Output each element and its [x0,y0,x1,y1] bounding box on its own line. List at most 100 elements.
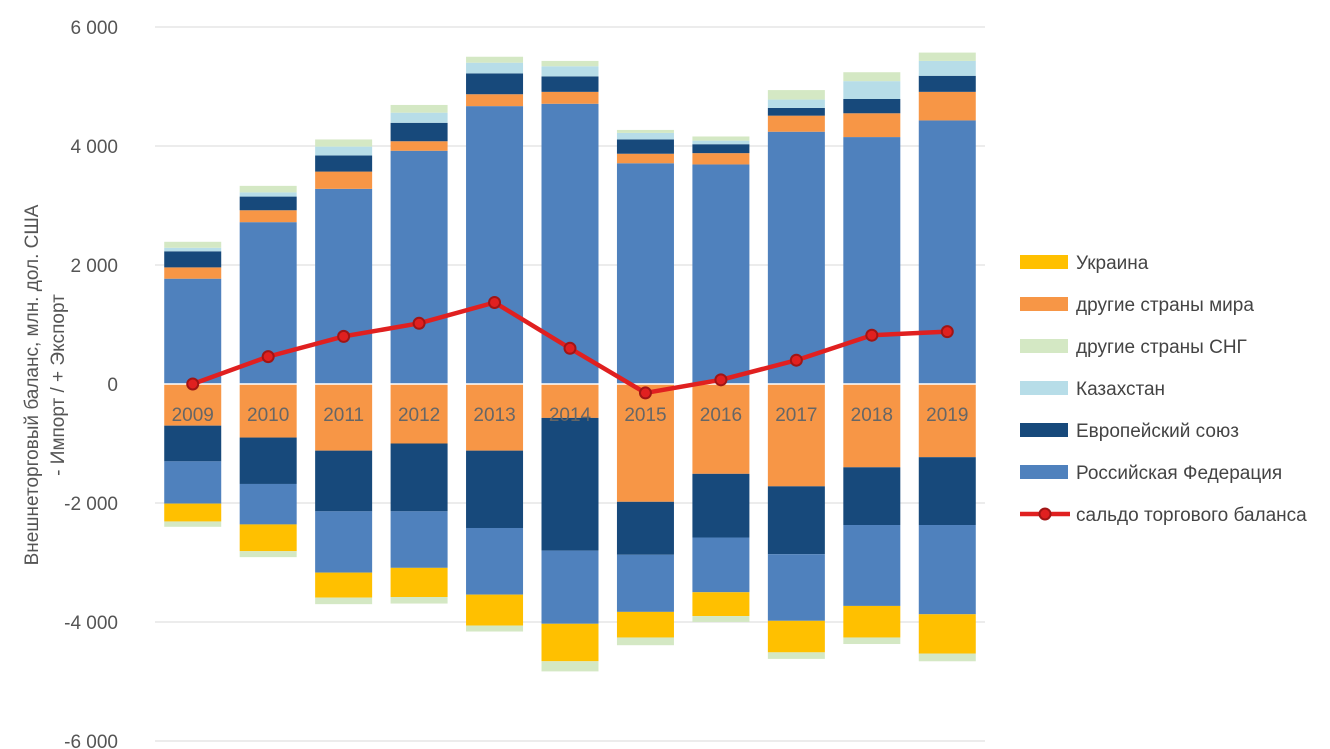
bar-segment-export [843,113,901,138]
balance-point [563,341,577,355]
y-tick-label: 6 000 [70,18,118,39]
bar-segment-import [843,605,901,638]
x-tick-label: 2010 [247,405,289,426]
bar-segment-import [918,525,976,615]
legend: Украина другие страны мира другие страны С… [1020,253,1307,526]
bar-segment-export [315,146,373,156]
bar-segment-import [616,554,674,612]
bar-segment-export [616,153,674,164]
bar-segment-export [616,129,674,133]
bar-segment-import [541,417,599,551]
bar-segment-export [692,153,750,165]
bar-segment-export [541,66,599,77]
x-tick-label: 2015 [624,405,666,426]
bar-segment-export [767,99,825,108]
bar-segment-import [315,572,373,598]
bar-segment-import [390,384,448,444]
balance-point [488,295,502,309]
balance-point [714,373,728,387]
y-axis-label: Внешнеторговый баланс, млн. дол. США [22,204,43,565]
x-tick-label: 2013 [473,405,515,426]
bar-segment-export [390,104,448,113]
legend-label: Европейский союз [1076,421,1239,442]
bar-segment-export [692,136,750,141]
y-axis-ticks: 6 000 4 000 2 000 0 -2 000 -4 000 -6 000 [64,18,118,749]
bar-segment-export [466,62,524,74]
bar-segment-export [767,131,825,384]
bar-segment-export [843,98,901,114]
bar-segment-import [239,483,297,525]
bar-segment-import [918,653,976,662]
bar-segment-import [315,384,373,451]
bar-segment-export [164,247,222,252]
bar-segment-import [541,384,599,418]
bar-segment-import [466,384,524,451]
bar-segment-export [692,164,750,384]
bar-segment-export [918,75,976,92]
bar-segment-export [466,106,524,384]
bar-segment-import [541,623,599,662]
bar-segment-import [239,437,297,484]
bar-segment-export [616,139,674,154]
bar-segment-import [767,384,825,487]
bar-segment-import [164,461,222,504]
bar-segment-import [692,384,750,474]
x-tick-label: 2014 [549,405,592,426]
bar-segment-import [918,457,976,526]
y-tick-label: 2 000 [70,256,118,277]
balance-point [412,316,426,330]
legend-label: Украина [1076,253,1149,274]
legend-label: другие страны СНГ [1076,337,1247,358]
legend-marker [1038,507,1052,521]
bar-segment-import [390,597,448,604]
balance-point [940,325,954,339]
bar-segment-import [692,537,750,593]
bar-segment-export [843,81,901,99]
bar-segment-import [692,616,750,622]
bar-segment-import [315,450,373,512]
bar-segment-export [239,192,297,197]
bar-segment-import [239,551,297,558]
legend-label: Казахстан [1076,379,1165,400]
bar-segment-import [767,652,825,659]
bar-segment-export [767,107,825,116]
balance-point [261,350,275,364]
balance-point [186,377,200,391]
bar-segment-import [541,661,599,672]
bar-segment-export [918,52,976,61]
legend-swatch [1020,297,1068,311]
bar-segment-export [843,137,901,384]
bar-segment-export [390,141,448,151]
bar-segment-import [466,625,524,632]
bar-segment-import [315,597,373,605]
y-axis-label-2: - Импорт / + Экспорт [48,294,69,476]
bar-segment-import [164,384,222,426]
bar-segment-import [616,637,674,646]
x-tick-label: 2017 [775,405,817,426]
legend-swatch [1020,423,1068,437]
bar-segment-export [164,241,222,248]
bar-segment-export [918,120,976,384]
bar-segment-export [466,56,524,63]
bar-segment-import [918,384,976,458]
bar-segment-import [164,521,222,527]
bar-segment-export [918,60,976,76]
bar-segment-import [390,443,448,512]
bar-segment-import [767,486,825,555]
bar-segment-export [315,171,373,189]
bar-segment-import [390,511,448,568]
bar-segment-export [692,140,750,145]
y-tick-label: -6 000 [64,732,118,749]
bar-segment-export [239,210,297,223]
bar-segment-import [541,550,599,624]
bar-segment-export [541,91,599,104]
bar-segment-import [616,501,674,555]
y-tick-label: -4 000 [64,613,118,634]
x-tick-label: 2019 [926,405,968,426]
bar-segment-export [616,163,674,384]
x-tick-label: 2011 [323,405,364,426]
bar-segment-export [918,91,976,121]
bars [155,52,985,672]
bar-segment-import [466,527,524,595]
legend-label: сальдо торгового баланса [1076,505,1307,526]
